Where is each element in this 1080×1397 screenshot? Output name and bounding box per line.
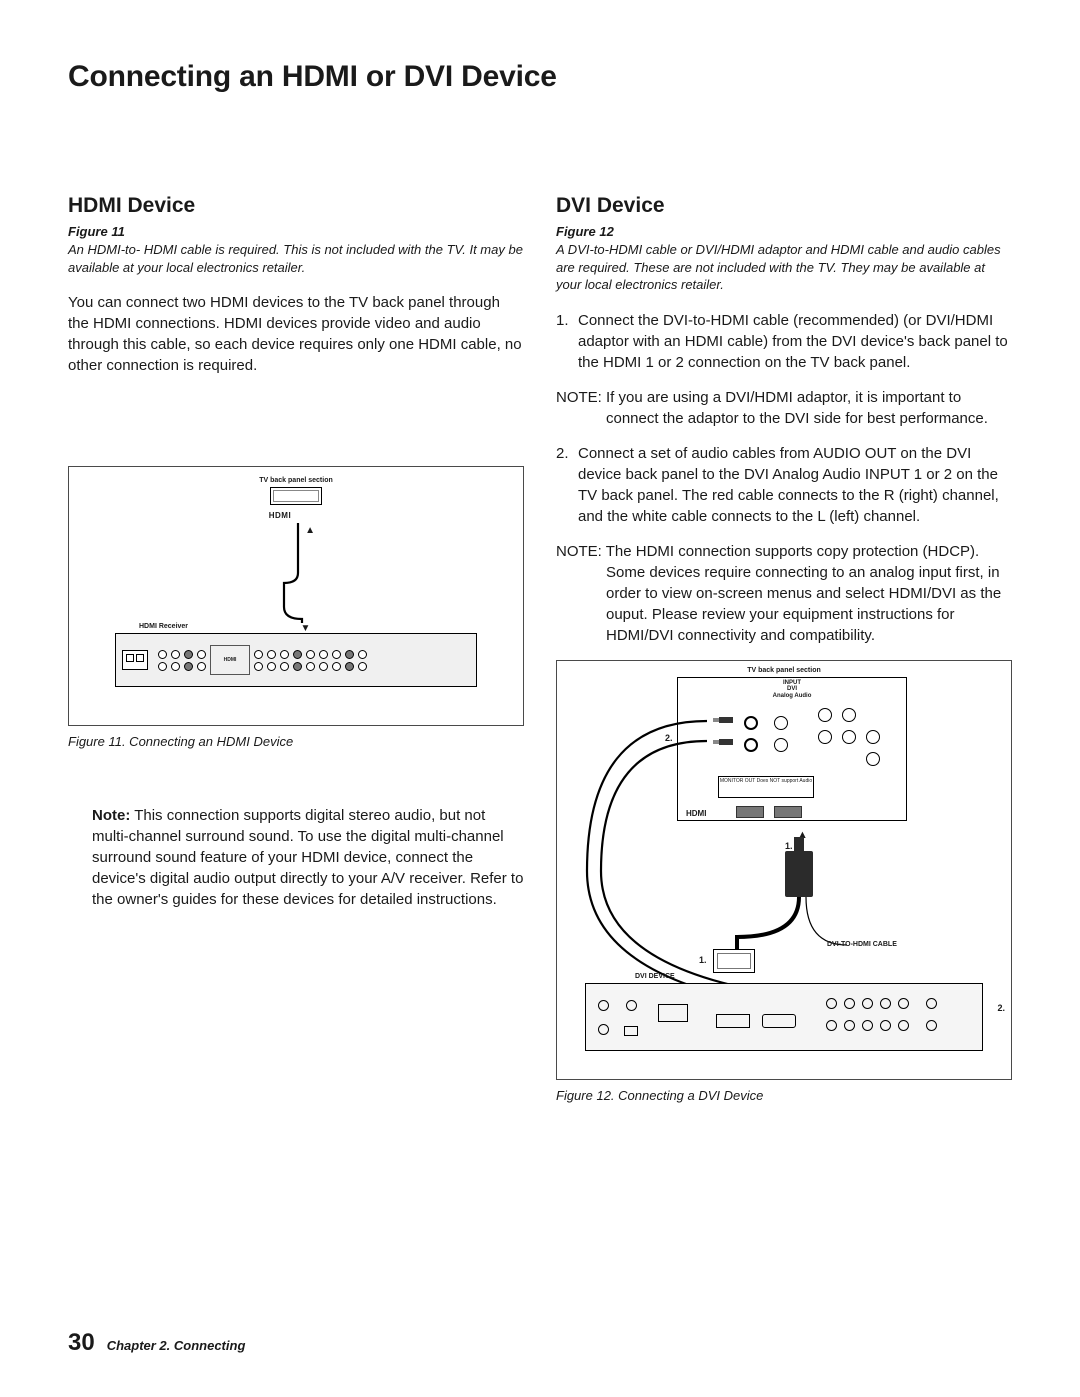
tv-panel-label: TV back panel section	[747, 667, 821, 674]
page-footer: 30 Chapter 2. Connecting	[68, 1329, 245, 1357]
hdmi-note: Note: This connection supports digital s…	[68, 805, 524, 910]
dvi-device-label: DVI DEVICE	[635, 973, 675, 980]
figure-12-diagram: TV back panel section INPUTDVIAnalog Aud…	[556, 660, 1012, 1080]
callout-1: 1.	[699, 955, 707, 965]
dvi-note-1: NOTE: If you are using a DVI/HDMI adapto…	[556, 387, 1012, 429]
step-body: Connect a set of audio cables from AUDIO…	[578, 443, 1012, 527]
page-title: Connecting an HDMI or DVI Device	[68, 60, 1012, 94]
dvi-heading: DVI Device	[556, 194, 1012, 218]
step-number: 1.	[556, 310, 578, 373]
left-column: HDMI Device Figure 11 An HDMI-to- HDMI c…	[68, 194, 524, 1103]
figure-description: A DVI-to-HDMI cable or DVI/HDMI adaptor …	[556, 241, 1012, 294]
note-label: Note:	[92, 807, 130, 824]
figure-reference: Figure 11	[68, 224, 524, 239]
receiver-jacks: HDMI	[158, 640, 468, 680]
dvi-port-icon	[716, 1014, 750, 1028]
step-2: 2. Connect a set of audio cables from AU…	[556, 443, 1012, 527]
hdmi-cable-path	[278, 523, 318, 623]
dvi-note-2: NOTE: The HDMI connection supports copy …	[556, 541, 1012, 646]
figure-12-caption: Figure 12. Connecting a DVI Device	[556, 1088, 1012, 1103]
cable-label: DVI-TO-HDMI CABLE	[827, 941, 897, 948]
hdmi-port-icon	[270, 487, 322, 505]
note-body: This connection supports digital stereo …	[92, 807, 523, 908]
figure-11-caption: Figure 11. Connecting an HDMI Device	[68, 734, 524, 749]
figure-11-diagram: TV back panel section HDMI ▲ ▼ HDMI Rece…	[68, 466, 524, 726]
hdmi-receiver-icon: HDMI	[115, 633, 477, 687]
right-column: DVI Device Figure 12 A DVI-to-HDMI cable…	[556, 194, 1012, 1103]
manual-page: Connecting an HDMI or DVI Device HDMI De…	[0, 0, 1080, 1397]
tv-panel-label: TV back panel section	[259, 477, 333, 484]
dvi-connector-icon	[713, 949, 755, 973]
note-text: NOTE: The HDMI connection supports copy …	[556, 541, 1012, 646]
chapter-label: Chapter 2. Connecting	[107, 1338, 246, 1353]
input-label: INPUTDVIAnalog Audio	[773, 680, 812, 700]
hdmi-logo: HDMI	[269, 511, 291, 520]
figure-description: An HDMI-to- HDMI cable is required. This…	[68, 241, 524, 276]
step-number: 2.	[556, 443, 578, 527]
note-text: NOTE: If you are using a DVI/HDMI adapto…	[556, 387, 1012, 429]
hdmi-body-text: You can connect two HDMI devices to the …	[68, 292, 524, 376]
page-number: 30	[68, 1329, 95, 1357]
power-plug-icon	[122, 650, 148, 670]
figure-reference: Figure 12	[556, 224, 1012, 239]
receiver-label: HDMI Receiver	[139, 623, 188, 630]
step-body: Connect the DVI-to-HDMI cable (recommend…	[578, 310, 1012, 373]
dvi-device-panel	[585, 983, 983, 1051]
step-1: 1. Connect the DVI-to-HDMI cable (recomm…	[556, 310, 1012, 373]
hdmi-heading: HDMI Device	[68, 194, 524, 218]
vga-port-icon	[762, 1014, 796, 1028]
two-column-layout: HDMI Device Figure 11 An HDMI-to- HDMI c…	[68, 194, 1012, 1103]
callout-2: 2.	[997, 1003, 1005, 1013]
